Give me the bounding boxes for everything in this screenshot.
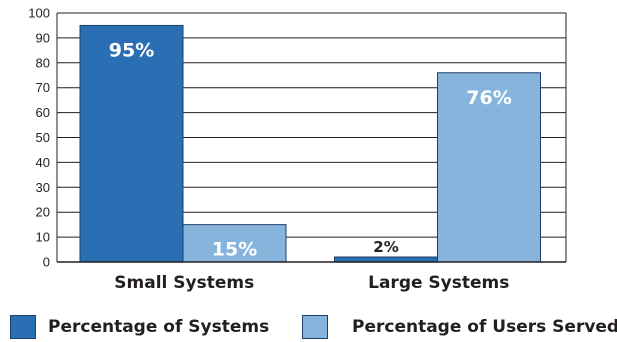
legend-item-systems: Percentage of Systems (10, 312, 269, 342)
data-label: 76% (466, 87, 511, 109)
y-tick-label: 20 (36, 205, 50, 220)
y-tick-label: 10 (36, 230, 50, 245)
y-tick-label: 60 (36, 105, 50, 120)
y-tick-label: 0 (43, 255, 50, 270)
x-axis-categories: Small Systems Large Systems (114, 273, 509, 293)
legend: Percentage of Systems Percentage of User… (0, 312, 617, 342)
y-tick-label: 100 (28, 6, 50, 21)
data-label: 2% (373, 238, 398, 256)
y-tick-label: 70 (36, 80, 50, 95)
y-tick-label: 90 (36, 30, 50, 45)
bar-systems-large (334, 256, 438, 263)
legend-item-users: Percentage of Users Served (302, 312, 617, 342)
data-label: 95% (109, 39, 154, 61)
bar-chart: 0 10 20 30 40 50 60 70 80 90 100 95% 15% 2% 76% Small… (28, 6, 567, 293)
bar-users-small (182, 224, 287, 263)
legend-label-systems: Percentage of Systems (48, 317, 270, 337)
legend-label-users: Percentage of Users Served (352, 317, 617, 337)
data-labels: 95% 15% 2% 76% (109, 39, 512, 260)
y-tick-label: 40 (36, 155, 50, 170)
y-axis-ticks: 0 10 20 30 40 50 60 70 80 90 100 (28, 6, 50, 270)
category-label: Large Systems (368, 273, 509, 293)
y-tick-label: 50 (36, 130, 50, 145)
legend-swatch-systems (10, 315, 36, 339)
bar-systems-small (79, 24, 184, 263)
y-tick-label: 80 (36, 55, 50, 70)
bars (79, 24, 541, 263)
category-label: Small Systems (114, 273, 254, 293)
y-tick-label: 30 (36, 180, 50, 195)
data-label: 15% (212, 239, 257, 261)
legend-swatch-users (302, 315, 328, 339)
